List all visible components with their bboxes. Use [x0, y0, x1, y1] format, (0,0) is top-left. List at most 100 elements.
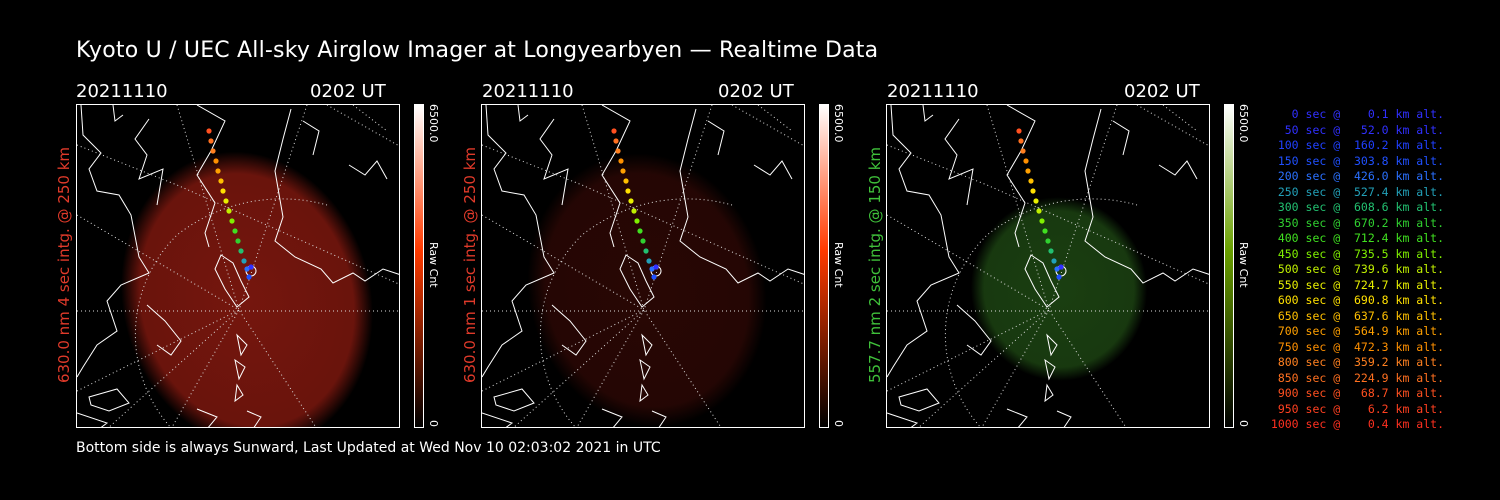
- airglow-map: [482, 105, 804, 427]
- trajectory-point: [226, 208, 232, 214]
- panel-3-wavelength-label: 557.7 nm 2 sec intg. @ 150 km: [866, 146, 884, 384]
- panel-2-colorbar-min: 0: [832, 420, 845, 427]
- panel-3-colorbar: [1224, 104, 1234, 428]
- legend-row: 700 sec @ 564.9 km alt.: [1270, 324, 1444, 338]
- trajectory-point: [1023, 158, 1029, 164]
- legend-row: 100 sec @ 160.2 km alt.: [1270, 138, 1444, 152]
- airglow-map: [77, 105, 399, 427]
- legend-row: 850 sec @ 224.9 km alt.: [1270, 370, 1444, 385]
- legend-row: 200 sec @ 426.0 km alt.: [1270, 169, 1444, 183]
- legend-row: 650 sec @ 637.6 km alt.: [1270, 308, 1444, 323]
- panel-2-date: 20211110: [482, 81, 574, 102]
- lat-lon-grid: [482, 105, 804, 427]
- panel-2-image: [481, 104, 805, 428]
- trajectory-point: [649, 266, 655, 272]
- trajectory-point: [1025, 168, 1031, 174]
- panel-3-image: [886, 104, 1210, 428]
- trajectory-point: [615, 148, 621, 154]
- trajectory-point: [623, 178, 629, 184]
- legend-row: 1000 sec @ 0.4 km alt.: [1270, 417, 1444, 431]
- trajectory-point: [1016, 128, 1022, 134]
- panel-3-colorbar-max: 6500.0: [1237, 104, 1250, 143]
- panel-1-colorbar-max: 6500.0: [427, 104, 440, 143]
- trajectory-point: [1051, 258, 1057, 264]
- airglow-intensity: [970, 197, 1148, 381]
- panel-1-colorbar-min: 0: [427, 420, 440, 427]
- legend-row: 300 sec @ 608.6 km alt.: [1270, 200, 1444, 214]
- trajectory-point: [232, 228, 238, 234]
- trajectory-point: [208, 138, 214, 144]
- trajectory-point: [235, 238, 241, 244]
- panel-2-colorbar-unit: Raw Cnt: [832, 242, 845, 288]
- legend-row: 50 sec @ 52.0 km alt.: [1270, 122, 1444, 137]
- trajectory-point: [613, 138, 619, 144]
- lat-lon-grid: [77, 105, 399, 427]
- trajectory-point: [1036, 208, 1042, 214]
- trajectory-point: [210, 148, 216, 154]
- trajectory-point: [1028, 178, 1034, 184]
- legend-row: 450 sec @ 735.5 km alt.: [1270, 246, 1444, 261]
- panel-3-time: 0202 UT: [1124, 81, 1200, 102]
- legend-row: 550 sec @ 724.7 km alt.: [1270, 277, 1444, 292]
- panel-3-colorbar-unit: Raw Cnt: [1237, 242, 1250, 288]
- trajectory-point: [1030, 188, 1036, 194]
- trajectory-point: [213, 158, 219, 164]
- trajectory-point: [1045, 238, 1051, 244]
- legend-row: 750 sec @ 472.3 km alt.: [1270, 339, 1444, 354]
- airglow-map: [887, 105, 1209, 427]
- trajectory-point: [246, 274, 252, 280]
- trajectory-point: [1042, 228, 1048, 234]
- legend-row: 0 sec @ 0.1 km alt.: [1270, 107, 1444, 121]
- legend-row: 250 sec @ 527.4 km alt.: [1270, 184, 1444, 199]
- panel-2-wavelength-label: 630.0 nm 1 sec intg. @ 250 km: [461, 146, 479, 384]
- trajectory-point: [220, 188, 226, 194]
- panel-1-image: [76, 104, 400, 428]
- trajectory-point: [248, 264, 254, 270]
- trajectory-point: [238, 248, 244, 254]
- trajectory-point: [1018, 138, 1024, 144]
- coastline: [77, 105, 399, 427]
- panel-1-colorbar-unit: Raw Cnt: [427, 242, 440, 288]
- legend-row: 350 sec @ 670.2 km alt.: [1270, 215, 1444, 230]
- trajectory-point: [215, 168, 221, 174]
- trajectory-legend: 0 sec @ 0.1 km alt. 50 sec @ 52.0 km alt…: [1262, 107, 1444, 433]
- panel-1-time: 0202 UT: [310, 81, 386, 102]
- airglow-intensity: [121, 151, 373, 427]
- trajectory-point: [229, 218, 235, 224]
- trajectory-point: [1033, 198, 1039, 204]
- trajectory-point: [218, 178, 224, 184]
- panel-3-colorbar-min: 0: [1237, 420, 1250, 427]
- trajectory-point: [1048, 248, 1054, 254]
- trajectory-point: [620, 168, 626, 174]
- trajectory-point: [640, 238, 646, 244]
- trajectory-point: [1056, 274, 1062, 280]
- legend-row: 950 sec @ 6.2 km alt.: [1270, 401, 1444, 416]
- trajectory-point: [1039, 218, 1045, 224]
- trajectory-point: [651, 274, 657, 280]
- trajectory-point: [634, 218, 640, 224]
- trajectory-point: [611, 128, 617, 134]
- panel-1-date: 20211110: [76, 81, 168, 102]
- trajectory-point: [628, 198, 634, 204]
- legend-row: 150 sec @ 303.8 km alt.: [1270, 153, 1444, 168]
- trajectory-point: [223, 198, 229, 204]
- trajectory-point: [241, 258, 247, 264]
- panel-1-wavelength-label: 630.0 nm 4 sec intg. @ 250 km: [55, 146, 73, 384]
- trajectory-point: [637, 228, 643, 234]
- trajectory-point: [1058, 264, 1064, 270]
- legend-row: 500 sec @ 739.6 km alt.: [1270, 262, 1444, 276]
- trajectory-point: [646, 258, 652, 264]
- legend-row: 600 sec @ 690.8 km alt.: [1270, 293, 1444, 307]
- footer-note: Bottom side is always Sunward, Last Upda…: [76, 440, 661, 456]
- trajectory-point: [1054, 266, 1060, 272]
- panel-2-time: 0202 UT: [718, 81, 794, 102]
- panel-2-colorbar-max: 6500.0: [832, 104, 845, 143]
- page-title: Kyoto U / UEC All-sky Airglow Imager at …: [76, 38, 879, 63]
- airglow-intensity: [527, 153, 767, 427]
- panel-1-colorbar: [414, 104, 424, 428]
- panel-2-colorbar: [819, 104, 829, 428]
- lat-lon-grid: [887, 105, 1209, 427]
- legend-row: 800 sec @ 359.2 km alt.: [1270, 355, 1444, 369]
- trajectory-point: [643, 248, 649, 254]
- trajectory-point: [625, 188, 631, 194]
